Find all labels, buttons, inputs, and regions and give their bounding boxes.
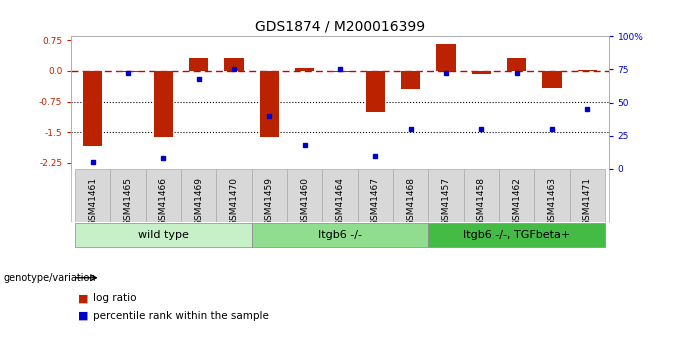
Bar — [401, 71, 420, 89]
Bar — [224, 58, 243, 71]
Text: GSM41471: GSM41471 — [583, 177, 592, 226]
Bar — [181, 169, 216, 222]
Bar — [499, 169, 534, 222]
Text: ■: ■ — [78, 294, 88, 303]
Text: ■: ■ — [78, 311, 88, 321]
Text: Itgb6 -/-: Itgb6 -/- — [318, 230, 362, 240]
Text: GSM41469: GSM41469 — [194, 177, 203, 226]
Bar — [543, 71, 562, 88]
Text: GSM41464: GSM41464 — [335, 177, 345, 226]
Bar — [578, 70, 597, 71]
Bar — [507, 58, 526, 71]
Bar — [110, 169, 146, 222]
Text: GSM41468: GSM41468 — [406, 177, 415, 226]
Bar — [83, 71, 102, 146]
Bar — [330, 71, 350, 72]
Bar — [118, 71, 137, 72]
Bar — [428, 223, 605, 247]
Bar — [437, 45, 456, 71]
Text: GSM41460: GSM41460 — [300, 177, 309, 226]
Text: GSM41466: GSM41466 — [159, 177, 168, 226]
Bar — [75, 223, 252, 247]
Bar — [358, 169, 393, 222]
Bar — [146, 169, 181, 222]
Text: percentile rank within the sample: percentile rank within the sample — [93, 311, 269, 321]
Bar — [366, 71, 385, 112]
Bar — [393, 169, 428, 222]
Title: GDS1874 / M200016399: GDS1874 / M200016399 — [255, 20, 425, 34]
Bar — [216, 169, 252, 222]
Text: Itgb6 -/-, TGFbeta+: Itgb6 -/-, TGFbeta+ — [463, 230, 571, 240]
Bar — [154, 71, 173, 137]
Text: GSM41465: GSM41465 — [124, 177, 133, 226]
Text: log ratio: log ratio — [93, 294, 137, 303]
Bar — [570, 169, 605, 222]
Bar — [464, 169, 499, 222]
Bar — [322, 169, 358, 222]
Text: GSM41467: GSM41467 — [371, 177, 380, 226]
Bar — [260, 71, 279, 137]
Bar — [534, 169, 570, 222]
Bar — [428, 169, 464, 222]
Bar — [287, 169, 322, 222]
Text: GSM41459: GSM41459 — [265, 177, 274, 226]
Bar — [252, 169, 287, 222]
Bar — [472, 71, 491, 74]
Text: wild type: wild type — [138, 230, 189, 240]
Bar — [252, 223, 428, 247]
Text: genotype/variation: genotype/variation — [3, 273, 96, 283]
Text: GSM41457: GSM41457 — [441, 177, 451, 226]
Text: GSM41463: GSM41463 — [547, 177, 556, 226]
Bar — [295, 68, 314, 71]
Text: GSM41458: GSM41458 — [477, 177, 486, 226]
Text: GSM41462: GSM41462 — [512, 177, 521, 226]
Text: GSM41461: GSM41461 — [88, 177, 97, 226]
Text: GSM41470: GSM41470 — [229, 177, 239, 226]
Bar — [75, 169, 110, 222]
Bar — [189, 58, 208, 71]
